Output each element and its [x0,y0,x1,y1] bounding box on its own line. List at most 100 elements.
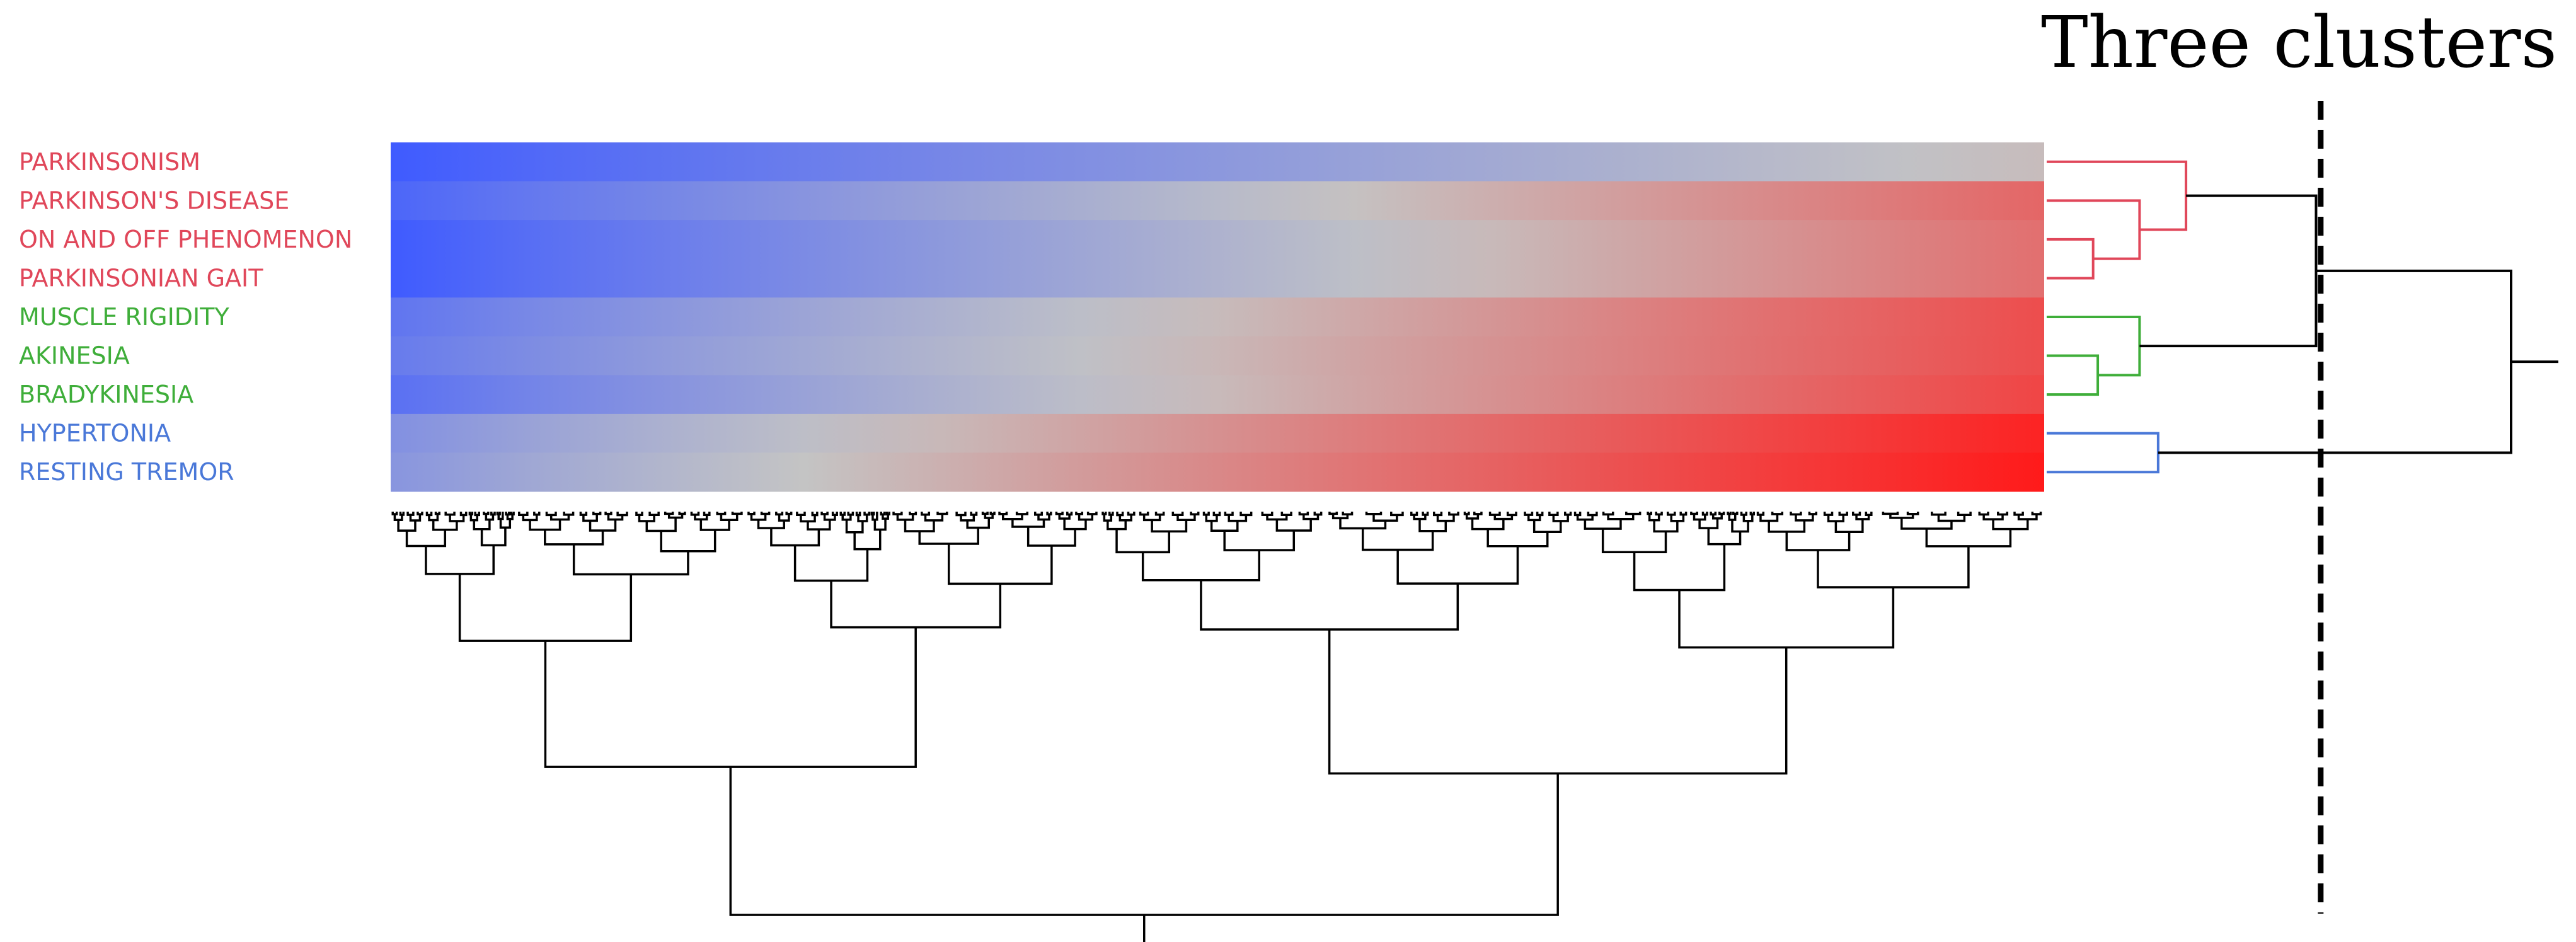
column-dendrogram-link [645,517,677,532]
column-dendrogram-link [823,514,836,521]
column-dendrogram-link [1488,512,1501,516]
column-dendrogram-link [406,512,415,516]
column-dendrogram-link [444,512,456,516]
column-dendrogram-link [1026,526,1076,547]
column-dendrogram-link [1034,512,1044,516]
column-dendrogram-link [425,512,433,517]
row-dendrogram-link [2047,432,2159,474]
column-dendrogram-link [989,512,996,515]
column-dendrogram-link [1693,514,1706,521]
column-dendrogram-link [1731,520,1749,533]
column-dendrogram-link [1900,517,1953,530]
column-dendrogram-link [1607,514,1635,520]
column-dendrogram-link [1992,519,2029,531]
column-dendrogram-link [1931,512,1946,516]
column-dendrogram-link [955,512,967,517]
column-dendrogram-link [845,519,864,534]
column-dendrogram-link [1925,529,2012,548]
column-dendrogram [391,512,2042,942]
column-dendrogram-link [1058,514,1071,520]
column-dendrogram-link [1982,514,2004,520]
column-dendrogram-link [592,512,602,515]
column-dendrogram-link [1808,512,1818,515]
column-dendrogram-link [720,514,739,522]
column-dendrogram-link [1701,512,1708,516]
column-dendrogram-link [1151,520,1188,533]
heatmap-row [391,220,2044,260]
column-dendrogram-link [1768,520,1806,533]
column-dendrogram-link [582,514,598,522]
row-label: PARKINSON'S DISEASE [19,187,289,214]
column-dendrogram-link [1633,544,1726,592]
column-dendrogram-link [1838,512,1848,516]
column-dendrogram-link [1224,512,1234,516]
column-dendrogram-link [947,544,1053,585]
column-dendrogram-link [839,512,846,516]
column-dendrogram-link [579,512,588,516]
column-dendrogram-link [1718,512,1725,515]
column-dendrogram-link [1141,550,1260,582]
column-dendrogram-link [1432,512,1443,517]
column-dendrogram-link [518,512,529,516]
row-label: BRADYKINESIA [19,381,193,408]
column-dendrogram-link [1116,512,1124,517]
column-dendrogram-link [458,573,633,642]
column-dendrogram-link [793,545,869,582]
column-dendrogram-link [1817,546,1970,589]
column-dendrogram-link [648,512,660,517]
column-dendrogram-link [1212,512,1221,517]
column-dendrogram-link [664,512,674,515]
column-dendrogram-link [1202,512,1210,516]
column-dendrogram-link [474,512,480,517]
column-dendrogram-link [1473,512,1483,515]
column-dendrogram-link [904,519,935,532]
column-dendrogram-link [635,512,643,517]
row-dendrogram-link [2139,194,2318,348]
column-dendrogram-link [1851,512,1861,516]
column-dendrogram-link [830,580,1002,629]
column-dendrogram-link [1015,512,1029,515]
column-dendrogram-link [1011,519,1045,528]
heatmap-row [391,375,2044,415]
column-dendrogram-link [1790,512,1802,516]
row-dendrogram [2047,160,2558,474]
row-dendrogram-link [2047,354,2100,396]
column-dendrogram-link [589,519,617,532]
column-dendrogram-link [533,512,541,516]
column-dendrogram-link [544,627,917,768]
column-dendrogram-link [1275,519,1312,532]
column-dendrogram-link [1210,520,1239,532]
column-dendrogram-link [1506,512,1517,517]
column-dendrogram-link [1118,514,1132,522]
column-dendrogram-link [966,517,991,529]
column-dendrogram-link [1171,512,1184,516]
column-dendrogram-link [1648,514,1660,522]
column-dendrogram-link [1066,512,1073,516]
column-dendrogram-link [391,512,398,515]
column-dendrogram-link [1002,514,1023,520]
column-dendrogram-link [857,514,868,522]
column-dendrogram-link [831,512,838,517]
column-dendrogram-link [393,514,403,521]
column-dendrogram-link [731,512,743,515]
column-dendrogram-link [1655,512,1663,516]
column-dendrogram-link [660,529,716,553]
column-dendrogram-link [981,512,989,515]
column-dendrogram-link [1107,520,1127,531]
column-dendrogram-link [1328,629,1788,775]
column-dendrogram-link [545,512,557,517]
column-dendrogram-link [1139,512,1149,516]
column-dendrogram-link [1536,512,1544,517]
column-dendrogram-link [1436,514,1455,522]
column-dendrogram-link [1670,514,1685,522]
heatmap-row [391,142,2044,182]
column-dendrogram-link [1823,512,1834,516]
column-dendrogram-link [1190,512,1200,516]
column-dendrogram-link [1101,512,1107,515]
column-dendrogram-link [1584,519,1622,530]
column-dendrogram-link [1678,587,1895,649]
column-dendrogram-link [1882,512,1899,515]
column-dendrogram-link [921,512,931,516]
column-dendrogram-link [1573,512,1582,517]
